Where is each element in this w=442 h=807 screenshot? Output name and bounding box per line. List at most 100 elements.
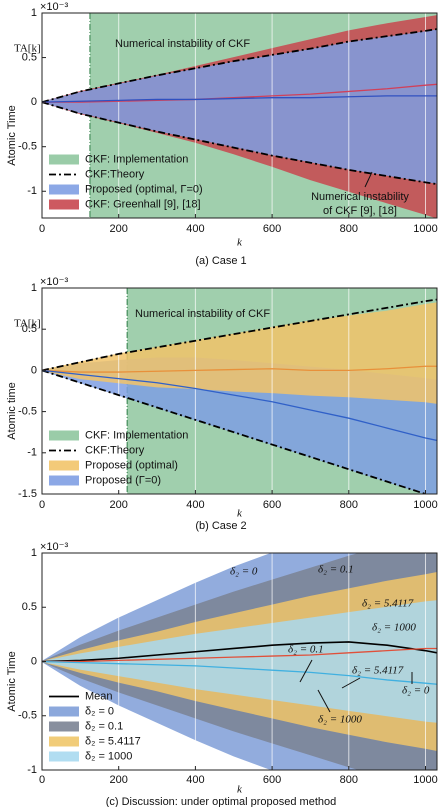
x-tick-label: 200 (110, 223, 128, 235)
x-tick-label: 600 (263, 774, 281, 786)
y-tick-label: -0.5 (18, 710, 37, 722)
legend-label: CKF:Theory (85, 444, 145, 456)
y-tick-label: 1 (31, 7, 37, 19)
legend-swatch (49, 154, 79, 165)
y-tick-label: -0.5 (18, 406, 37, 418)
x-axis-label: k (237, 784, 243, 796)
annotation-arrow (364, 171, 373, 188)
legend-swatch (49, 430, 79, 441)
legend-swatch (49, 460, 79, 471)
x-tick-label: 1000 (413, 223, 437, 235)
legend-label: CKF:Theory (85, 168, 145, 180)
legend-label: δ₂ = 1000 (85, 750, 132, 762)
panel: 0 200 400 600 800 1000 -1 -0.5 0 0.5 1 ×10⁻³ k Atomic… (6, 1, 438, 267)
theory-bound (42, 298, 437, 372)
plot-area (42, 13, 437, 218)
theory-bound (42, 369, 429, 494)
legend-swatch (49, 475, 79, 486)
legend-label: Proposed (optimal, Γ=0) (85, 183, 203, 195)
annotation: δ₂ = 0.1 (318, 564, 354, 576)
x-tick-label: 600 (263, 499, 281, 511)
y-tick-label: 0.5 (22, 323, 37, 335)
annotation: δ₂ = 0 (402, 685, 430, 697)
x-tick-label: 0 (39, 223, 45, 235)
y-tick-label: -1 (27, 447, 37, 459)
x-tick-label: 400 (186, 499, 204, 511)
x-tick-label: 200 (110, 774, 128, 786)
annotation-arrow (299, 659, 313, 683)
y-axis-label: Atomic time (6, 382, 18, 439)
y-tick-label: 0.5 (22, 51, 37, 63)
y-tick-label: 1 (31, 282, 37, 294)
annotation-arrow (341, 677, 361, 689)
panel: 0 200 400 600 800 1000 -1 -0.5 0 0.5 1 ×10⁻³ k Atomic… (6, 541, 438, 807)
annotation: δ₂ = 1000 (318, 714, 362, 726)
mean-line (42, 647, 437, 663)
y-tick-label: 1 (31, 547, 37, 559)
exponent-label: ×10⁻³ (40, 541, 68, 553)
exponent-label: ×10⁻³ (40, 276, 68, 288)
annotation: δ₂ = 0 (230, 566, 258, 578)
band (42, 302, 437, 404)
mean-line (42, 95, 437, 103)
x-tick-label: 0 (39, 499, 45, 511)
x-tick-label: 800 (340, 223, 358, 235)
x-tick-label: 200 (110, 499, 128, 511)
annotation: δ₂ = 1000 (372, 622, 416, 634)
mean-line (42, 369, 437, 442)
legend-label: δ₂ = 5.4117 (85, 735, 141, 747)
axes-frame (41, 12, 438, 219)
y-tick-label: 0 (31, 655, 37, 667)
legend-label: Proposed (optimal) (85, 459, 178, 471)
x-tick-label: 1000 (413, 499, 437, 511)
y-tick-label: 0 (31, 364, 37, 376)
plot-area (42, 288, 437, 494)
legend-label: Mean (85, 690, 113, 702)
axes-frame (41, 287, 438, 495)
annotation: Numerical instability (311, 191, 409, 203)
legend-label: δ₂ = 0 (85, 705, 114, 717)
y-tick-label: 0 (31, 96, 37, 108)
caption: (a) Case 1 (195, 255, 246, 267)
legend-swatch (49, 184, 79, 195)
mean-line (42, 83, 437, 103)
annotation: of CKF [9], [18] (323, 205, 397, 217)
x-tick-label: 600 (263, 223, 281, 235)
y-axis-label: Atomic Time (6, 105, 18, 166)
mean-line (42, 641, 437, 663)
exponent-label: ×10⁻³ (40, 1, 68, 13)
y-tick-label: -1.5 (18, 488, 37, 500)
legend-label: Proposed (Γ=0) (85, 474, 161, 486)
mean-line (42, 365, 437, 373)
panel: 0 200 400 600 800 1000 -1.5 -1 -0.5 0 0.5 1 ×10⁻³ k At… (6, 276, 438, 532)
band (42, 600, 437, 723)
x-tick-label: 800 (340, 499, 358, 511)
caption: (b) Case 2 (195, 520, 246, 532)
y-axis-label-2: TA[k] (14, 43, 41, 55)
legend-label: δ₂ = 0.1 (85, 720, 123, 732)
annotation: δ₂ = 0.1 (288, 644, 324, 656)
x-axis-label: k (237, 237, 243, 249)
y-axis-label: Atomic Time (6, 651, 18, 712)
annotation: Numerical instability of CKF (135, 308, 270, 320)
x-tick-label: 800 (340, 774, 358, 786)
y-tick-label: -1 (27, 764, 37, 776)
legend-swatch (49, 736, 79, 747)
y-axis-label-2: TA[k] (14, 318, 41, 330)
x-axis-label: k (237, 508, 243, 520)
y-tick-label: -0.5 (18, 141, 37, 153)
theory-bound (42, 101, 437, 186)
x-tick-label: 400 (186, 223, 204, 235)
x-tick-label: 1000 (413, 774, 437, 786)
y-tick-label: -1 (27, 185, 37, 197)
legend-swatch (49, 706, 79, 717)
plot-area (42, 553, 437, 770)
legend-label: CKF: Greenhall [9], [18] (85, 198, 201, 210)
theory-bound (42, 28, 437, 103)
legend-label: CKF: Implementation (85, 429, 188, 441)
annotation-arrow (317, 689, 331, 713)
legend-swatch (49, 199, 79, 210)
legend-label: CKF: Implementation (85, 153, 188, 165)
mean-line (42, 660, 437, 685)
